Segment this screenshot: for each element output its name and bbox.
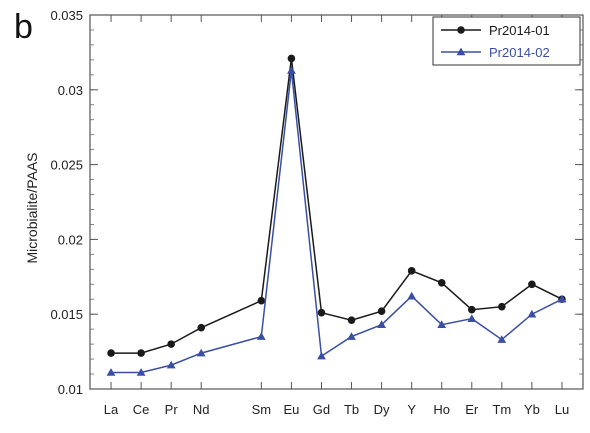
x-tick-label: Er bbox=[465, 402, 479, 417]
x-tick-label: Sm bbox=[252, 402, 272, 417]
data-point bbox=[287, 54, 296, 63]
x-tick-label: La bbox=[104, 402, 119, 417]
data-point bbox=[106, 368, 116, 376]
data-point bbox=[256, 332, 266, 340]
series-1 bbox=[107, 54, 566, 357]
data-point bbox=[467, 305, 476, 314]
x-tick-label: Dy bbox=[374, 402, 390, 417]
x-tick-label: Yb bbox=[524, 402, 540, 417]
x-tick-label: Y bbox=[407, 402, 416, 417]
x-tick-label: Ho bbox=[433, 402, 450, 417]
series-2 bbox=[106, 66, 567, 376]
panel-label: b bbox=[14, 8, 33, 46]
legend: Pr2014-01 Pr2014-02 bbox=[432, 16, 581, 66]
data-point bbox=[557, 294, 567, 303]
data-point bbox=[528, 280, 536, 289]
x-tick-label: Lu bbox=[555, 402, 569, 417]
data-point bbox=[317, 351, 326, 360]
x-tick-label: Nd bbox=[193, 402, 210, 417]
x-tick-label: Tm bbox=[492, 402, 511, 417]
data-point bbox=[136, 368, 146, 376]
series-line bbox=[111, 58, 563, 354]
data-point bbox=[407, 267, 416, 275]
data-point bbox=[167, 340, 175, 348]
data-point bbox=[317, 308, 326, 317]
y-tick-label: 0.035 bbox=[50, 8, 83, 23]
y-axis-label: Microbialite/PAAS bbox=[24, 152, 40, 263]
plot-frame bbox=[89, 14, 584, 390]
x-tick-label: Tb bbox=[344, 402, 359, 417]
legend-marker bbox=[456, 47, 466, 56]
legend-box bbox=[432, 16, 581, 66]
data-point bbox=[287, 66, 296, 74]
y-tick-label: 0.015 bbox=[50, 307, 83, 322]
x-tick-label: Pr bbox=[165, 402, 179, 417]
series-layer bbox=[106, 54, 567, 376]
y-tick-label: 0.02 bbox=[58, 232, 83, 247]
legend-label: Pr2014-01 bbox=[489, 23, 550, 38]
data-point bbox=[377, 320, 386, 328]
data-point bbox=[257, 296, 266, 305]
data-point bbox=[137, 349, 145, 357]
data-point bbox=[498, 302, 506, 311]
x-tick-label: Gd bbox=[313, 402, 330, 417]
axes-layer: 0.01 0.015 0.02 0.025 0.03 0.035 La Ce Pr Nd Sm Eu G… bbox=[50, 8, 584, 417]
x-tick-label: Ce bbox=[133, 402, 150, 417]
data-point bbox=[107, 349, 115, 357]
data-point bbox=[197, 323, 206, 332]
legend-marker bbox=[457, 26, 465, 34]
data-point bbox=[377, 307, 386, 316]
data-point bbox=[497, 335, 507, 343]
data-point bbox=[347, 332, 356, 340]
data-point bbox=[347, 316, 356, 324]
data-point bbox=[437, 278, 446, 287]
y-tick-label: 0.025 bbox=[50, 158, 83, 173]
legend-label: Pr2014-02 bbox=[489, 45, 550, 60]
data-point bbox=[467, 314, 477, 322]
data-point bbox=[527, 309, 537, 318]
x-tick-label: Eu bbox=[283, 402, 299, 417]
data-point bbox=[166, 360, 176, 369]
data-point bbox=[196, 348, 206, 357]
data-point bbox=[407, 291, 417, 300]
series-line bbox=[111, 70, 563, 374]
y-tick-label: 0.03 bbox=[58, 83, 83, 98]
data-point bbox=[437, 320, 447, 328]
y-tick-label: 0.01 bbox=[58, 382, 83, 397]
